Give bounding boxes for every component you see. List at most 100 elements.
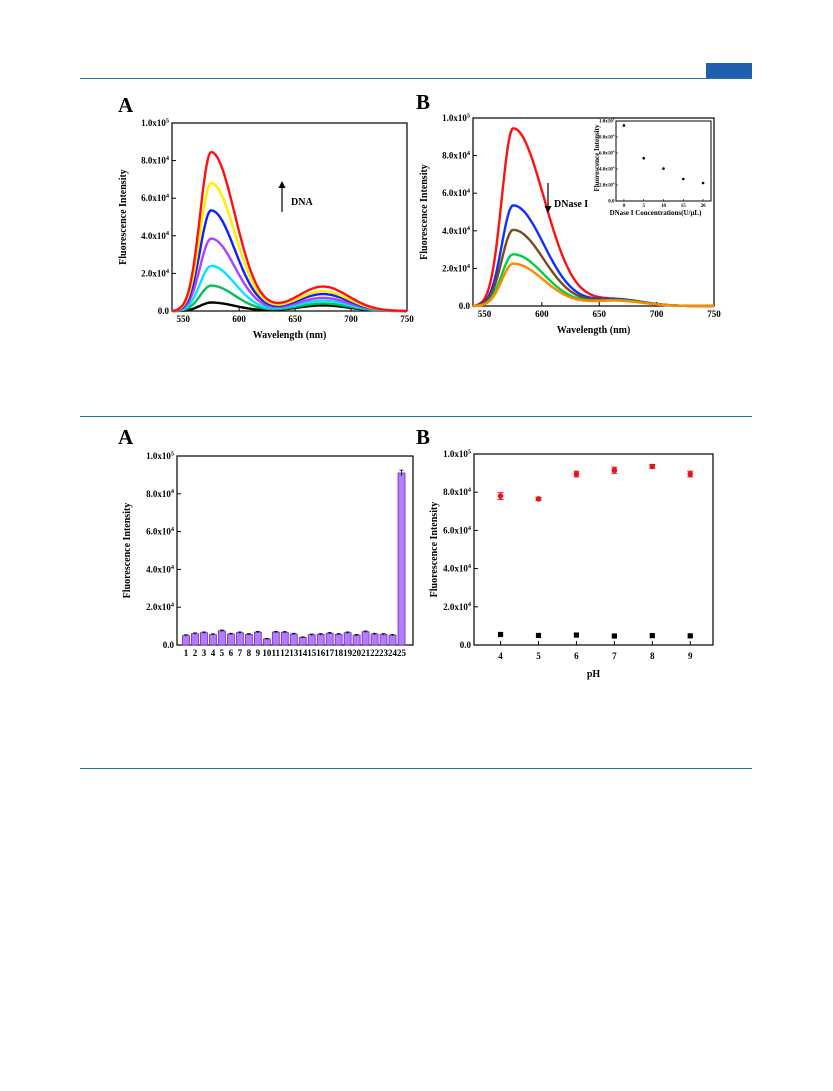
b2-x-axis-label: pH [587,669,601,680]
a2-xtick-label-14: 14 [298,648,308,658]
bar-24 [388,634,397,646]
b1-y-axis-label: Fluorescence Intensity [419,164,430,260]
inset-ytick-label: 2.0x104 [599,182,615,189]
inset-xtick-label: 15 [681,204,687,209]
bar-20 [352,634,361,646]
a1-ytick-label: 1.0x105 [141,117,169,128]
bar-15 [307,634,316,646]
b2-xtick-label: 5 [536,651,541,661]
b1-series-line-4 [473,262,714,308]
bar-22 [370,633,379,646]
bar-9 [253,631,262,646]
b2-group: 0.0 2.0x104 4.0x104 6.0x104 8.0x104 1.0x105 4 5… [429,448,714,680]
bar-25 [397,472,406,646]
b2-ytick-label: 1.0x105 [443,448,471,459]
a2-xtick-label-20: 20 [352,648,362,658]
a2-xtick-label-2: 2 [193,648,198,658]
bar-5 [218,630,226,646]
bar-16 [316,634,325,646]
a1-y-axis-label: Fluorescence Intensity [118,169,129,265]
inset-y-axis-label: Fluorescence Intensity [593,124,601,191]
a1-xtick-label: 650 [288,314,302,324]
bar-11 [271,631,280,646]
a1-ytick-label: 4.0x104 [141,230,170,241]
inset-xtick-label: 10 [661,204,667,209]
dnase-arrow-head [544,206,552,213]
b1-xtick-label: 750 [707,309,721,319]
inset-group: 0.0 2.0x104 4.0x104 6.0x104 8.0x104 1.0x105 0 5… [593,118,712,217]
a2-ytick-label: 2.0x104 [146,602,175,613]
b2-y-axis-label: Fluorescence Intensity [429,502,440,598]
b2-xtick-label: 7 [612,651,617,661]
dna-annotation-label: DNA [291,197,313,208]
inset-point [622,124,626,127]
a2-xtick-label-23: 23 [379,648,389,658]
panel-letter-a-top: A [118,93,134,117]
b2-xtick-label: 8 [650,651,655,661]
b2-point-black [573,632,580,638]
b2-xtick-label: 6 [574,651,579,661]
inset-frame [615,120,712,202]
bar-2 [191,633,199,646]
b1-plot-frame [472,117,715,307]
a2-xtick-label-10: 10 [262,648,272,658]
inset-ytick-label: 4.0x104 [599,166,615,173]
inset-x-axis-label: DNase I Concentrations(U/μL) [610,209,703,217]
bar-1 [182,635,190,646]
a1-xtick-label: 750 [400,314,414,324]
a1-series-line-6 [171,150,407,313]
a1-x-axis-label: Wavelength (nm) [253,330,327,341]
a1-xtick-label: 550 [176,314,190,324]
inset-xtick-label: 20 [701,204,707,209]
bar-13 [289,633,298,646]
top-rule [80,78,752,79]
bar-21 [361,631,370,646]
a2-xtick-label-19: 19 [343,648,353,658]
a2-y-axis-label: Fluorescence Intensity [122,503,133,599]
inset-ytick-label: 1.0x105 [599,118,615,125]
a2-xtick-label-16: 16 [316,648,326,658]
a1-ytick-label: 2.0x104 [141,268,170,279]
panel-letter-a-bottom: A [118,425,134,449]
a2-xtick-label-12: 12 [280,648,290,658]
b2-point-black [497,631,504,638]
dna-arrow-head [278,181,286,188]
b2-point-red [535,496,542,502]
a1-ytick-label: 0.0 [158,306,170,316]
a2-xtick-label-3: 3 [202,648,207,658]
a1-series-line-5 [171,181,407,313]
bar-3 [200,632,208,646]
a2-xtick-label-25: 25 [397,648,407,658]
b1-xtick-label: 700 [650,309,664,319]
b2-point-black [649,633,655,639]
a2-xtick-label-8: 8 [247,648,252,658]
b2-xtick-label: 9 [688,651,693,661]
bar-12 [280,631,289,646]
a2-xtick-label-22: 22 [370,648,380,658]
inset-point [642,156,646,160]
bottom-rule [80,768,752,769]
a2-xtick-label-4: 4 [211,648,216,658]
panel-letter-b-top: B [416,90,431,114]
a2-xtick-label-24: 24 [388,648,398,658]
bar-14 [298,637,307,646]
b1-ytick-label: 8.0x104 [442,150,471,161]
bar-19 [343,632,352,646]
b2-point-red [497,493,504,499]
inset-ytick-label: 6.0x104 [599,150,615,157]
b2-point-red [687,471,694,477]
a2-xtick-label-21: 21 [361,648,371,658]
inset-point [701,181,705,185]
a2-ytick-label: 1.0x105 [146,450,174,461]
a1-xtick-label: 700 [344,314,358,324]
b1-ytick-label: 1.0x105 [442,112,470,123]
panel-letter-b-bottom: B [416,425,431,449]
b2-point-red [573,471,580,477]
a2-xtick-label-9: 9 [256,648,261,658]
a2-xtick-label-5: 5 [220,648,225,658]
bar-6 [226,633,235,646]
bar-8 [244,634,253,646]
a1-xtick-label: 600 [232,314,246,324]
inset-point [662,167,665,170]
